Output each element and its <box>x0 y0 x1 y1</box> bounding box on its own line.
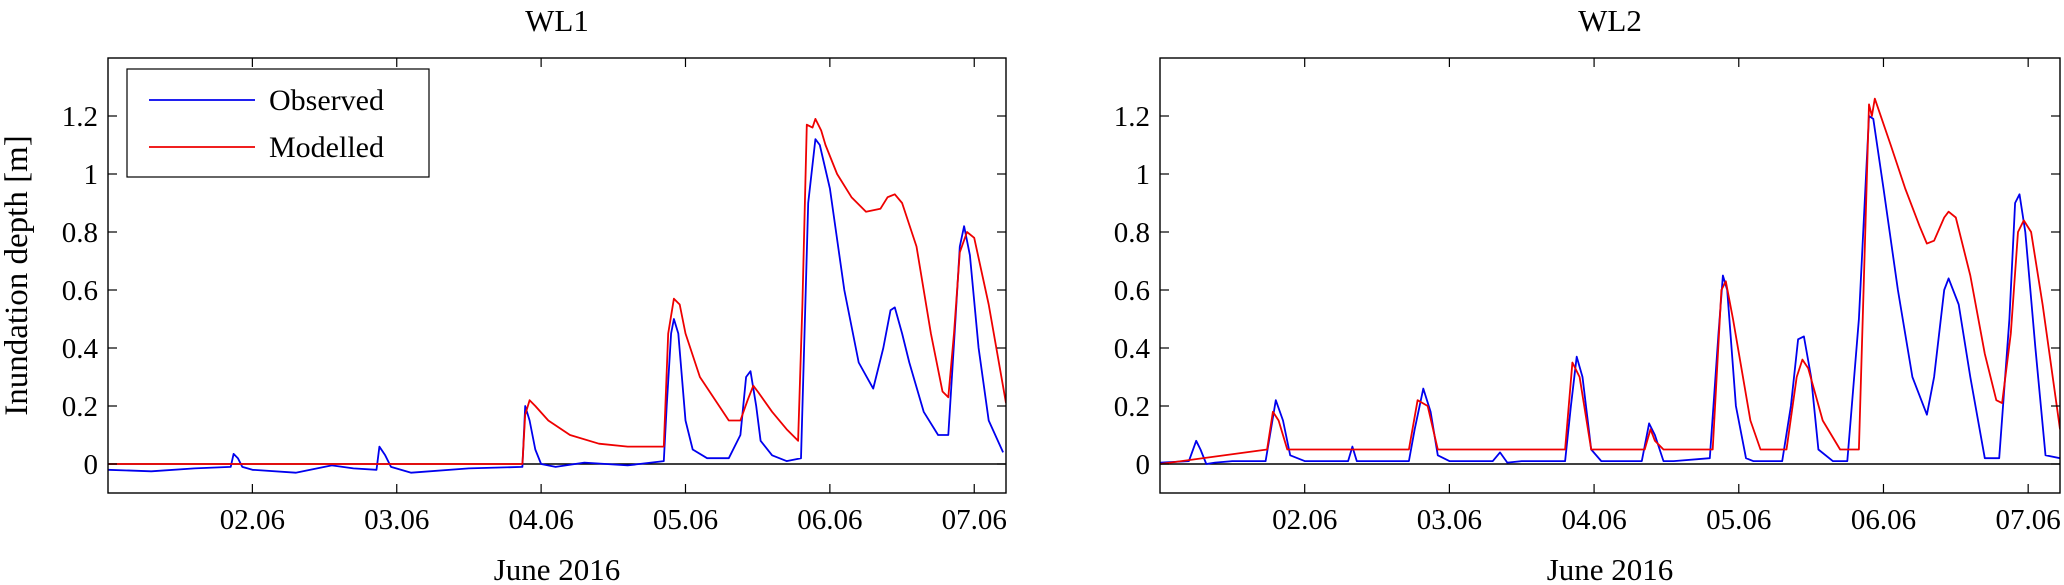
y-tick-label: 1 <box>1136 159 1151 191</box>
y-axis-label: Inundation depth [m] <box>0 135 35 415</box>
legend-label-modelled: Modelled <box>269 131 384 164</box>
y-tick-label: 0.8 <box>62 217 98 249</box>
y-tick-label: 0.2 <box>62 391 98 423</box>
x-tick-label: 04.06 <box>508 504 573 536</box>
x-tick-label: 03.06 <box>364 504 429 536</box>
series-group <box>108 118 1006 474</box>
plot-frame <box>1159 57 2061 494</box>
series-line-modelled <box>1160 97 2060 465</box>
x-tick-label: 07.06 <box>1996 504 2061 536</box>
x-tick-label: 02.06 <box>220 504 285 536</box>
series-group <box>1160 97 2060 465</box>
x-tick-label: 05.06 <box>1706 504 1771 536</box>
y-tick-label: 0.4 <box>62 333 99 365</box>
x-tick-label: 07.06 <box>942 504 1007 536</box>
y-tick-label: 0.2 <box>1114 391 1150 423</box>
y-tick-label: 0 <box>1136 449 1151 481</box>
y-tick-label: 0.6 <box>1114 275 1150 307</box>
y-tick-label: 0.6 <box>62 275 98 307</box>
y-tick-label: 0 <box>84 449 99 481</box>
series-line-observed <box>108 138 1004 474</box>
x-tick-label: 05.06 <box>653 504 718 536</box>
x-tick-label: 04.06 <box>1561 504 1626 536</box>
series-line-observed <box>1160 115 2060 465</box>
y-tick-label: 1.2 <box>1114 101 1150 133</box>
y-tick-label: 1.2 <box>62 101 98 133</box>
legend: Observed Modelled <box>126 68 430 178</box>
series-line-modelled <box>108 118 1006 465</box>
chart-title: WL1 <box>525 3 589 38</box>
chart-title: WL2 <box>1578 3 1642 38</box>
y-tick-label: 0.4 <box>1114 333 1151 365</box>
y-tick-label: 0.8 <box>1114 217 1150 249</box>
x-axis-label: June 2016 <box>494 552 621 585</box>
x-tick-label: 06.06 <box>1851 504 1916 536</box>
x-tick-label: 02.06 <box>1272 504 1337 536</box>
x-axis-label: June 2016 <box>1547 552 1674 585</box>
chart-panel-1: 02.06 03.06 04.06 05.06 06.06 07.06 0 0.2 0.4 0.6… <box>0 3 1007 585</box>
chart-panel-2: 02.06 03.06 04.06 05.06 06.06 07.06 0 0.2 0.4 0.6… <box>1114 3 2061 585</box>
y-tick-label: 1 <box>84 159 99 191</box>
plot-frame <box>107 57 1007 494</box>
x-tick-label: 03.06 <box>1417 504 1482 536</box>
legend-box <box>126 68 430 178</box>
x-tick-label: 06.06 <box>797 504 862 536</box>
legend-label-observed: Observed <box>269 84 384 117</box>
